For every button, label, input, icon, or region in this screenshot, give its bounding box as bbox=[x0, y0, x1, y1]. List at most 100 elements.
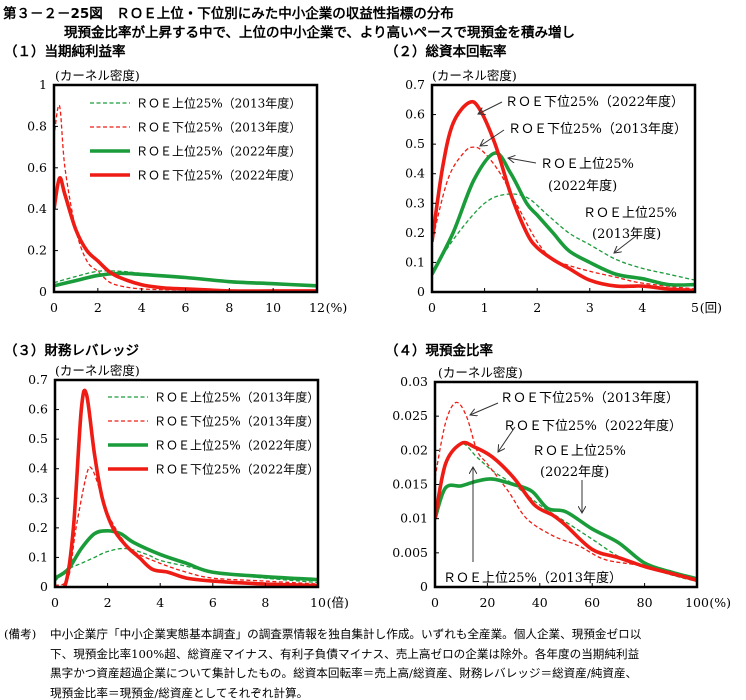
y-tick-label: 0.2 bbox=[28, 520, 48, 535]
series-line-2 bbox=[435, 401, 697, 583]
x-axis-unit: (倍) bbox=[327, 595, 349, 610]
legend-label: ＲＯＥ上位25%（2022年度） bbox=[136, 144, 301, 159]
annotation-arrow bbox=[498, 426, 516, 452]
x-tick-label: 0 bbox=[51, 595, 59, 610]
x-tick-label: 60 bbox=[584, 595, 600, 610]
y-tick-label: 0.1 bbox=[28, 549, 48, 564]
series-line-3 bbox=[54, 271, 317, 288]
notes-line: 現預金比率＝現預金/総資産としてそれぞれ計算。 bbox=[50, 685, 309, 700]
x-tick-label: 4 bbox=[138, 300, 146, 315]
y-tick-label: 0 bbox=[39, 284, 47, 299]
annotation-label: ＲＯＥ上位25% bbox=[583, 206, 677, 221]
y-tick-label: 0.03 bbox=[400, 374, 428, 389]
x-tick-label: 10 bbox=[265, 300, 281, 315]
annotation-label: ＲＯＥ上位25% bbox=[532, 444, 626, 459]
chart-panel-2: （２）総資本回転率 (カーネル密度) 0 0.1 0.2 0.3 0.4 0.5 0.6 0.7 0… bbox=[385, 43, 722, 315]
annotation-label: ＲＯＥ上位25%（2013年度） bbox=[443, 570, 622, 586]
chart-panel-4: （４）現預金比率 (カーネル密度) 0 0.005 0.01 0.015 0.02 0.025… bbox=[385, 342, 731, 610]
series-line-4 bbox=[55, 388, 318, 587]
x-tick-label: 100 bbox=[685, 595, 709, 610]
x-tick-label: 5 bbox=[691, 300, 699, 315]
series-line-1 bbox=[432, 193, 695, 281]
y-tick-label: 0.7 bbox=[28, 372, 48, 387]
x-axis-unit: (回) bbox=[700, 300, 722, 315]
chart-title: （３）財務レバレッジ bbox=[4, 342, 139, 359]
y-tick-label: 0.3 bbox=[405, 195, 425, 210]
x-tick-label: 2 bbox=[104, 595, 112, 610]
notes-line: 中小企業庁「中小企業実態基本調査」の調査票情報を独自集計し作成。いずれも全産業。… bbox=[50, 627, 642, 641]
x-tick-label: 4 bbox=[156, 595, 164, 610]
notes-label: (備考) bbox=[4, 627, 37, 641]
series-line-2 bbox=[55, 466, 318, 587]
x-tick-label: 4 bbox=[638, 300, 646, 315]
series-line-3 bbox=[432, 151, 695, 287]
notes-body: 中小企業庁「中小企業実態基本調査」の調査票情報を独自集計し作成。いずれも全産業。… bbox=[50, 625, 641, 700]
y-tick-label: 0.01 bbox=[400, 511, 428, 526]
y-axis-label: (カーネル密度) bbox=[432, 68, 517, 83]
legend-label: ＲＯＥ上位25%（2013年度） bbox=[154, 390, 319, 405]
series-line-1 bbox=[435, 442, 697, 583]
chart-panel-1: （１）当期純利益率(カーネル密度)00.20.40.60.810 2 4 6 8 10 12… bbox=[4, 43, 347, 315]
chart-title: （２）総資本回転率 bbox=[385, 43, 507, 60]
y-tick-label: 0.02 bbox=[400, 442, 428, 457]
x-tick-label: 6 bbox=[182, 300, 190, 315]
figure-title: 第３－２－25図 ＲＯＥ上位・下位別にみた中小企業の収益性指標の分布 bbox=[3, 6, 454, 22]
y-tick-label: 0.3 bbox=[28, 490, 48, 505]
series-line-4 bbox=[435, 440, 697, 582]
x-tick-label: 10 bbox=[310, 595, 326, 610]
y-tick-label: 0.025 bbox=[392, 408, 428, 423]
y-tick-label: 0.4 bbox=[27, 201, 47, 216]
y-tick-label: 0.4 bbox=[405, 166, 425, 181]
legend-label: ＲＯＥ下位25%（2022年度） bbox=[136, 168, 301, 183]
plot-frame bbox=[53, 378, 320, 589]
y-tick-label: 0.2 bbox=[405, 225, 425, 240]
legend-label: ＲＯＥ下位25%（2013年度） bbox=[154, 414, 319, 429]
annotation-label: ＲＯＥ上位25% bbox=[540, 157, 634, 172]
x-tick-label: 2 bbox=[94, 300, 102, 315]
y-tick-label: 0.5 bbox=[405, 136, 425, 151]
x-tick-label: 20 bbox=[479, 595, 495, 610]
annotation-arrow bbox=[480, 129, 505, 146]
annotation-arrow bbox=[614, 235, 637, 253]
x-axis-unit: (%) bbox=[709, 595, 731, 610]
series-line-3 bbox=[435, 477, 697, 581]
annotation-label: ＲＯＥ下位25%（2013年度） bbox=[500, 390, 679, 406]
y-axis-label: (カーネル密度) bbox=[438, 365, 523, 380]
y-axis-label: (カーネル密度) bbox=[55, 363, 140, 378]
x-tick-label: 1 bbox=[481, 300, 489, 315]
x-tick-label: 3 bbox=[586, 300, 594, 315]
y-tick-label: 0 bbox=[40, 579, 48, 594]
notes-line: 黒字かつ資産超過企業について集計したもの。総資本回転率＝売上高/総資産、財務レバ… bbox=[50, 666, 638, 680]
annotation-label: ＲＯＥ下位25%（2013年度） bbox=[508, 121, 687, 137]
x-tick-label: 0 bbox=[428, 300, 436, 315]
chart-panel-3: （３）財務レバレッジ (カーネル密度) 0 0.1 0.2 0.3 0.4 0.5 0.6 0.7… bbox=[4, 342, 349, 610]
x-tick-label: 6 bbox=[209, 595, 217, 610]
x-tick-label: 12 bbox=[309, 300, 325, 315]
y-tick-label: 0.8 bbox=[27, 118, 47, 133]
series-line-4 bbox=[432, 99, 695, 292]
y-tick-label: 0.005 bbox=[392, 545, 428, 560]
legend-label: ＲＯＥ上位25%（2013年度） bbox=[136, 96, 301, 111]
notes-line: 下、現預金比率100%超、総資産マイナス、有利子負債マイナス、売上高ゼロの企業は… bbox=[50, 646, 640, 661]
chart-title: （４）現預金比率 bbox=[385, 342, 493, 359]
annotation-arrow bbox=[478, 101, 503, 114]
legend-label: ＲＯＥ下位25%（2013年度） bbox=[136, 120, 301, 135]
annotation-arrow bbox=[508, 158, 537, 164]
figure-subtitle: 現預金比率が上昇する中で、上位の中小企業で、より高いペースで現預金を積み増し bbox=[64, 25, 575, 41]
x-axis-unit: (%) bbox=[326, 300, 348, 315]
annotation-label: (2013年度) bbox=[592, 226, 661, 242]
x-tick-label: 8 bbox=[261, 595, 269, 610]
series-line-3 bbox=[55, 529, 318, 582]
y-tick-label: 0.1 bbox=[405, 254, 425, 269]
legend-label: ＲＯＥ上位25%（2022年度） bbox=[154, 438, 319, 453]
y-tick-label: 0.4 bbox=[28, 461, 48, 476]
y-tick-label: 0.2 bbox=[27, 243, 47, 258]
y-tick-label: 0.5 bbox=[28, 431, 48, 446]
y-tick-label: 0.6 bbox=[405, 107, 425, 122]
plot-frame bbox=[430, 83, 697, 294]
annotation-label: ＲＯＥ下位25%（2022年度） bbox=[503, 418, 682, 434]
x-tick-label: 0 bbox=[50, 300, 58, 315]
x-tick-label: 80 bbox=[637, 595, 653, 610]
y-tick-label: 0.7 bbox=[405, 77, 425, 92]
